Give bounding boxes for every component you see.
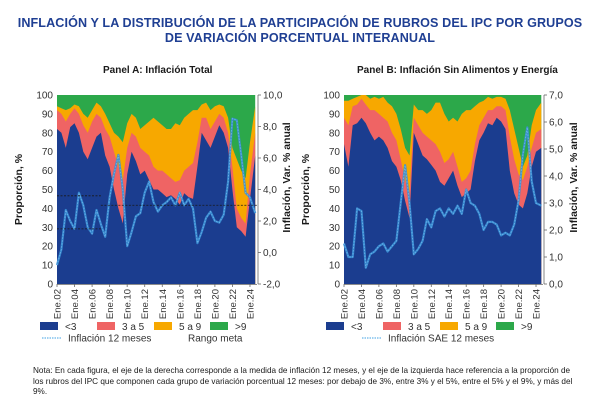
y-tick-label: 50 xyxy=(42,185,54,196)
x-tick-label: Ene.08 xyxy=(105,289,116,319)
y2-tick-label: 10,0 xyxy=(263,91,283,102)
y2-tick-label: -2,0 xyxy=(263,280,281,291)
legend-swatch-lt3 xyxy=(326,322,344,330)
y-tick-label: 90 xyxy=(329,109,341,120)
panel-a-chart: 0 10 20 30 40 50 60 70 80 90 100 -2,0 0,0 2,0 4,0 6,0 8,… xyxy=(13,91,293,345)
y2-tick-label: 6,0 xyxy=(263,154,277,165)
x-tick-label: Ene.14 xyxy=(158,289,169,319)
panel-b-chart: 0 10 20 30 40 50 60 70 80 90 100 0,0 1,0 2,0 3,0 4,0 5,0… xyxy=(300,91,580,345)
y-tick-label: 30 xyxy=(42,223,54,234)
y-tick-label: 80 xyxy=(42,128,54,139)
y2-tick-label: 7,0 xyxy=(549,91,563,102)
y2-tick-label: 2,0 xyxy=(263,217,277,228)
x-tick-label: Ene.22 xyxy=(228,289,239,319)
x-tick-label: Ene.24 xyxy=(245,289,256,319)
y2-tick-label: 0,0 xyxy=(549,280,563,291)
y-axis-title: Proporción, % xyxy=(13,153,25,225)
legend-label-target-range: Rango meta xyxy=(188,334,243,345)
legend-label-3a5: 3 a 5 xyxy=(408,322,431,333)
legend: <3 3 a 5 5 a 9 >9 Inflación 12 meses Rango me… xyxy=(40,322,247,345)
panel-a-title: Panel A: Inflación Total xyxy=(103,65,213,76)
y2-tick-label: 0,0 xyxy=(263,248,277,259)
x-tick-label: Ene.02 xyxy=(340,289,351,319)
legend-swatch-5a9 xyxy=(440,322,458,330)
y-tick-label: 70 xyxy=(42,147,54,158)
x-tick-label: Ene.12 xyxy=(140,289,151,319)
inflation-line-markers xyxy=(343,127,542,268)
y2-tick-label: 8,0 xyxy=(263,122,277,133)
y-tick-label: 10 xyxy=(42,261,54,272)
y2-tick-label: 4,0 xyxy=(263,185,277,196)
y2-tick-label: 2,0 xyxy=(549,226,563,237)
legend-label-lt3: <3 xyxy=(65,322,77,333)
figure-title-line-2: DE VARIACIÓN PORCENTUAL INTERANUAL xyxy=(164,31,436,45)
legend-label-inflation-line: Inflación SAE 12 meses xyxy=(388,334,494,345)
y2-tick-label: 4,0 xyxy=(549,172,563,183)
y-axis-title: Proporción, % xyxy=(300,153,312,225)
y-tick-label: 20 xyxy=(42,242,54,253)
panel-b-title: Panel B: Inflación Sin Alimentos y Energ… xyxy=(357,65,558,76)
y-tick-label: 70 xyxy=(329,147,341,158)
x-tick-label: Ene.04 xyxy=(357,289,368,319)
legend: <3 3 a 5 5 a 9 >9 Inflación SAE 12 meses xyxy=(326,322,533,345)
x-tick-label: Ene.18 xyxy=(479,289,490,319)
legend-swatch-gt9 xyxy=(496,322,514,330)
legend-label-gt9: >9 xyxy=(235,322,247,333)
legend-swatch-3a5 xyxy=(383,322,401,330)
legend-label-5a9: 5 a 9 xyxy=(465,322,488,333)
footnote: Nota: En cada figura, el eje de la derec… xyxy=(33,366,573,396)
y-tick-label: 90 xyxy=(42,109,54,120)
x-tick-label: Ene.10 xyxy=(409,289,420,319)
legend-swatch-3a5 xyxy=(97,322,115,330)
x-tick-label: Ene.06 xyxy=(374,289,385,319)
x-tick-label: Ene.10 xyxy=(123,289,134,319)
charts-canvas: 0102030405060708090100-2,00,02,04,06,08,… xyxy=(13,91,580,345)
legend-label-5a9: 5 a 9 xyxy=(179,322,202,333)
legend-swatch-gt9 xyxy=(210,322,228,330)
x-tick-label: Ene.20 xyxy=(497,289,508,319)
y-tick-label: 0 xyxy=(334,280,340,291)
x-tick-label: Ene.06 xyxy=(88,289,99,319)
y2-tick-label: 5,0 xyxy=(549,145,563,156)
x-tick-label: Ene.12 xyxy=(427,289,438,319)
y-tick-label: 0 xyxy=(47,280,53,291)
x-tick-label: Ene.04 xyxy=(70,289,81,319)
x-tick-label: Ene.08 xyxy=(392,289,403,319)
y-tick-label: 100 xyxy=(323,91,340,102)
y-tick-label: 100 xyxy=(36,91,53,102)
x-tick-label: Ene.16 xyxy=(462,289,473,319)
x-tick-label: Ene.02 xyxy=(53,289,64,319)
y2-axis-title: Inflación, Var. % anual xyxy=(281,122,293,232)
inflation-line xyxy=(55,117,257,266)
x-tick-label: Ene.16 xyxy=(175,289,186,319)
y2-tick-label: 1,0 xyxy=(549,253,563,264)
area-series-lt3 xyxy=(57,123,256,284)
y2-tick-label: 3,0 xyxy=(549,199,563,210)
y-tick-label: 50 xyxy=(329,185,341,196)
y-tick-label: 10 xyxy=(329,261,341,272)
y-tick-label: 40 xyxy=(329,204,341,215)
y-tick-label: 30 xyxy=(329,223,341,234)
y-tick-label: 60 xyxy=(42,166,54,177)
y2-tick-label: 6,0 xyxy=(549,118,563,129)
x-tick-label: Ene.24 xyxy=(532,289,543,319)
legend-swatch-5a9 xyxy=(154,322,172,330)
y-tick-label: 20 xyxy=(329,242,341,253)
area-series-lt3 xyxy=(344,117,542,284)
x-tick-label: Ene.18 xyxy=(193,289,204,319)
y-tick-label: 60 xyxy=(329,166,341,177)
x-tick-label: Ene.20 xyxy=(210,289,221,319)
y-tick-label: 40 xyxy=(42,204,54,215)
x-tick-label: Ene.14 xyxy=(444,289,455,319)
legend-label-3a5: 3 a 5 xyxy=(122,322,145,333)
legend-label-gt9: >9 xyxy=(521,322,533,333)
legend-label-lt3: <3 xyxy=(351,322,363,333)
figure-title-line-1: INFLACIÓN Y LA DISTRIBUCIÓN DE LA PARTIC… xyxy=(17,16,583,30)
legend-swatch-lt3 xyxy=(40,322,58,330)
x-tick-label: Ene.22 xyxy=(514,289,525,319)
legend-label-inflation-line: Inflación 12 meses xyxy=(68,334,151,345)
figure-title: INFLACIÓN Y LA DISTRIBUCIÓN DE LA PARTIC… xyxy=(0,16,600,46)
y2-axis-title: Inflación, Var. % anual xyxy=(568,122,580,232)
y-tick-label: 80 xyxy=(329,128,341,139)
